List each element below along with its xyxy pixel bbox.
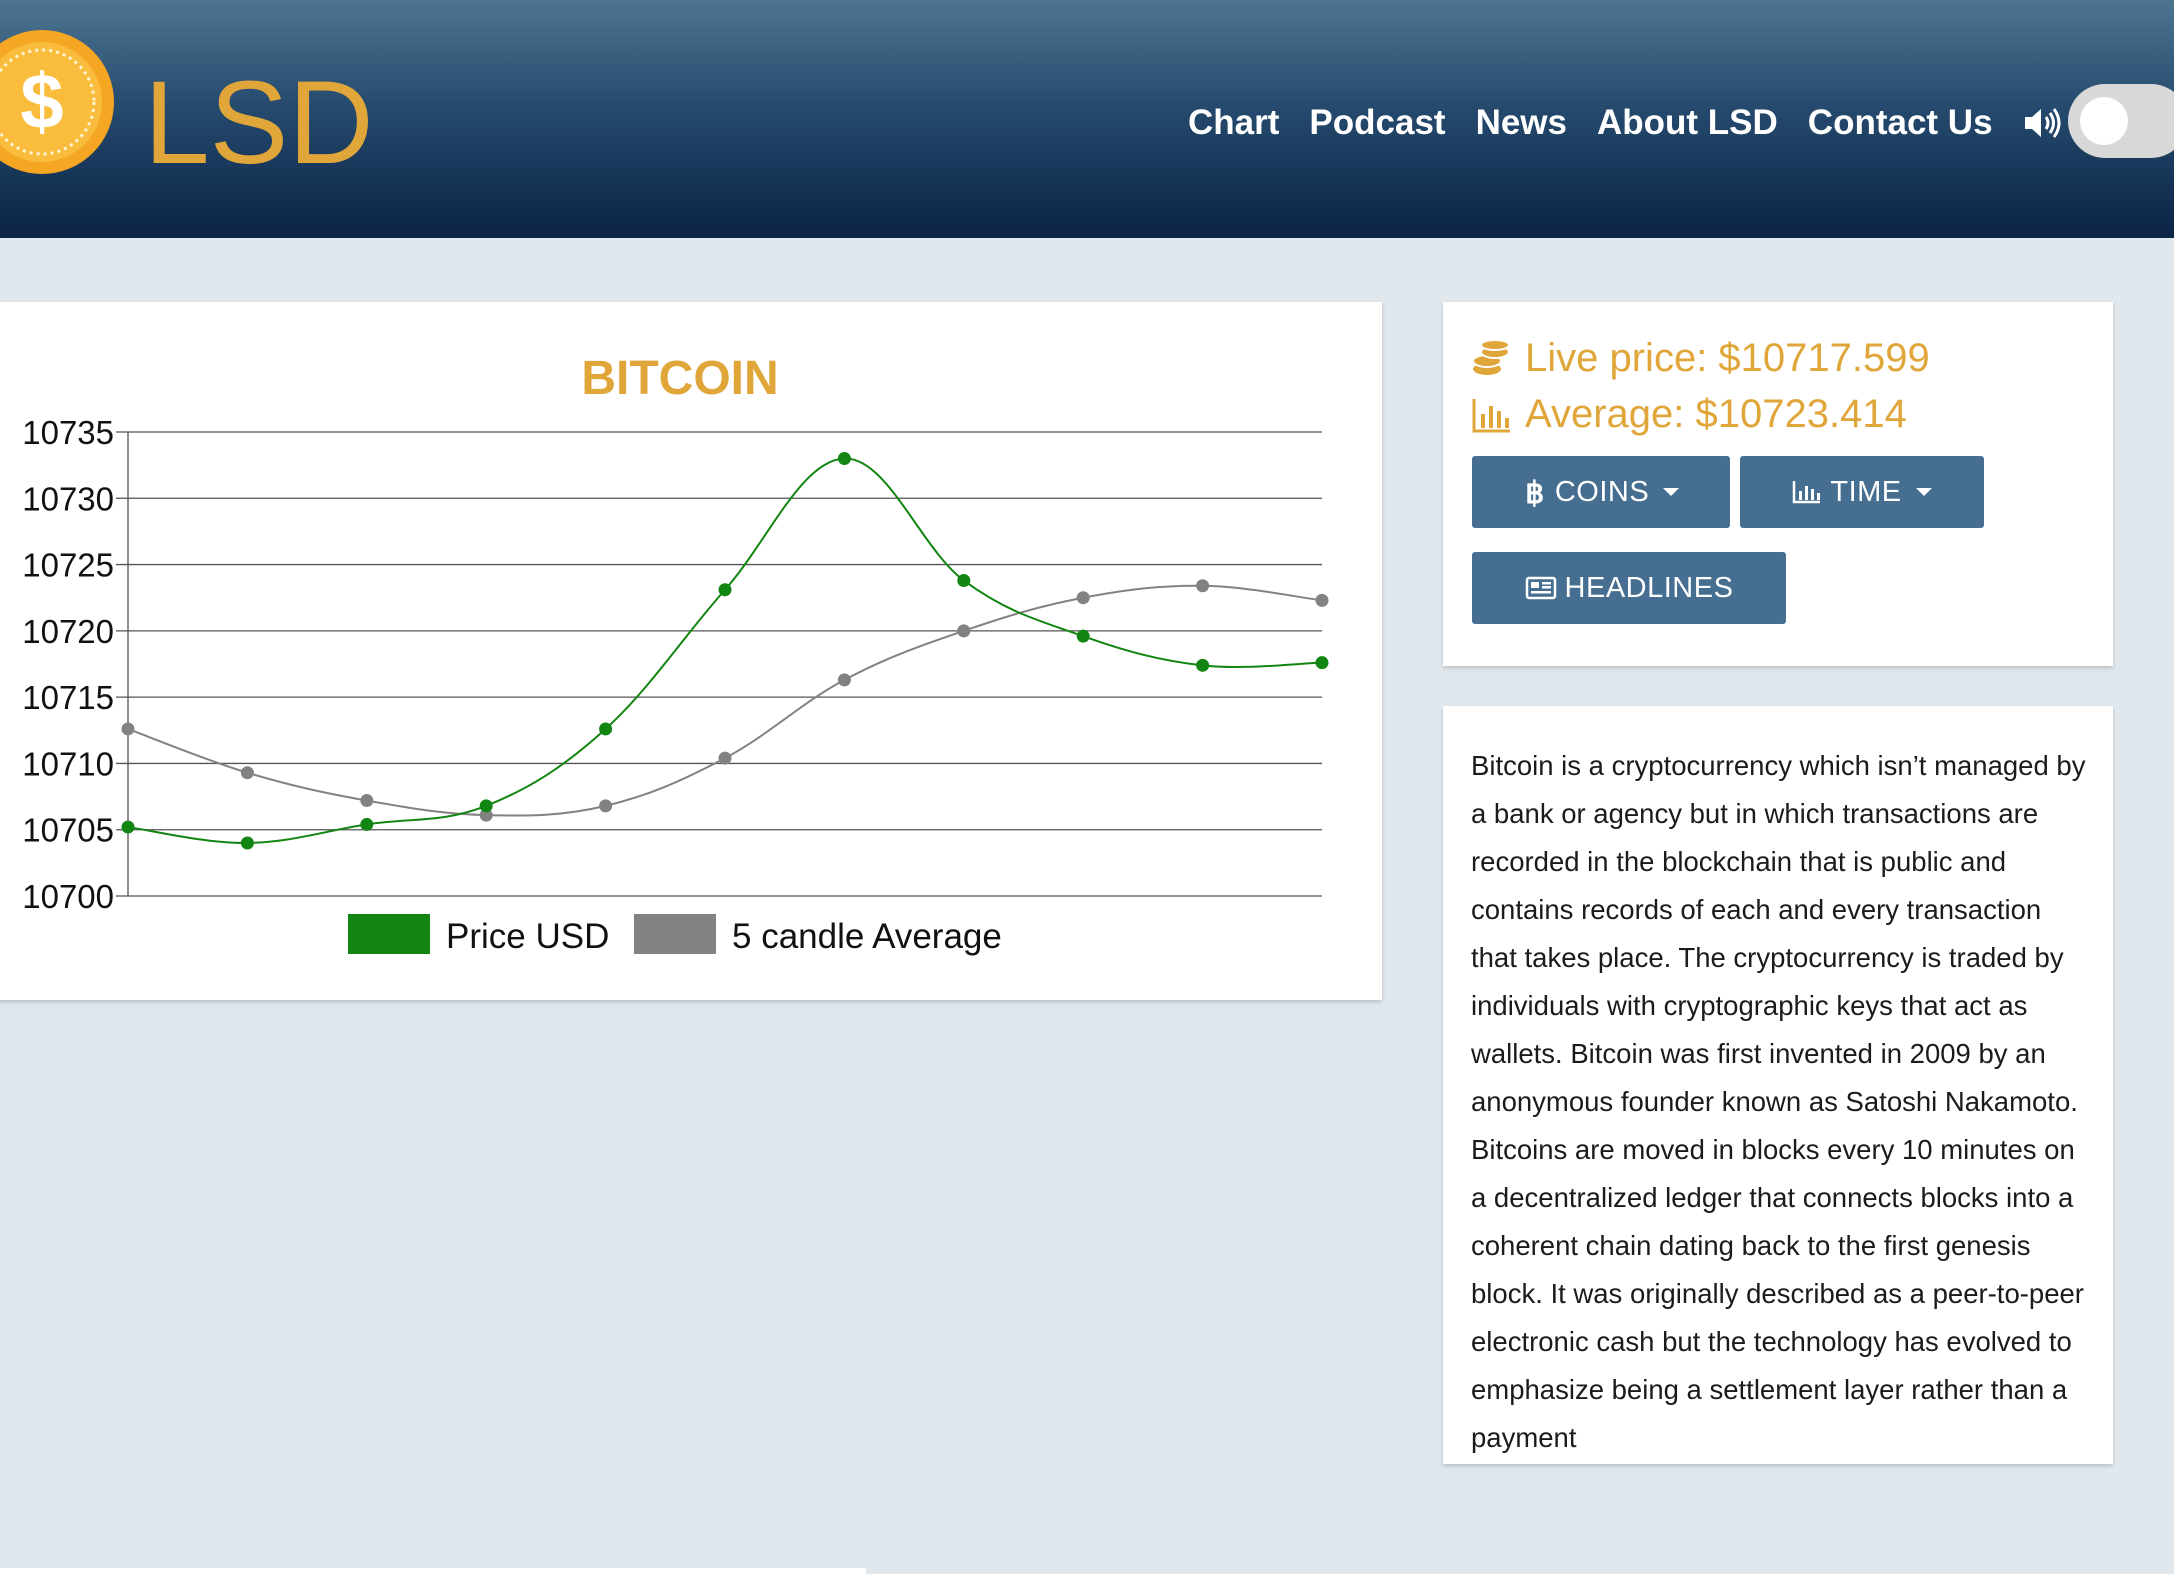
nav-chart[interactable]: Chart bbox=[1188, 103, 1280, 142]
data-point-1-6[interactable] bbox=[837, 673, 851, 687]
time-button-label: TIME bbox=[1830, 475, 1902, 508]
bitcoin-icon: ฿ bbox=[1525, 477, 1545, 507]
nav-news[interactable]: News bbox=[1475, 103, 1567, 142]
data-point-1-5[interactable] bbox=[718, 751, 732, 765]
data-point-1-10[interactable] bbox=[1315, 593, 1329, 607]
data-point-0-10[interactable] bbox=[1315, 656, 1329, 670]
live-price: Live price: $10717.599 bbox=[1525, 336, 1930, 380]
data-point-0-2[interactable] bbox=[360, 817, 374, 831]
data-point-0-1[interactable] bbox=[240, 836, 254, 850]
data-point-0-4[interactable] bbox=[599, 722, 613, 736]
coins-stack-icon bbox=[1472, 338, 1510, 375]
chevron-down-icon bbox=[1915, 488, 1932, 496]
y-tick-label: 10735 bbox=[22, 414, 114, 451]
legend-label-price[interactable]: Price USD bbox=[446, 917, 609, 956]
footer-strip bbox=[0, 1568, 866, 1574]
nav-podcast[interactable]: Podcast bbox=[1309, 103, 1446, 142]
coins-dropdown-button[interactable]: ฿ COINS bbox=[1472, 456, 1730, 528]
data-point-1-9[interactable] bbox=[1196, 579, 1210, 593]
bar-chart-icon bbox=[1793, 481, 1821, 504]
legend-swatch-price[interactable] bbox=[348, 914, 430, 954]
nav-contact[interactable]: Contact Us bbox=[1807, 103, 1993, 142]
price-chart: BITCOIN 10700 10705 10710 10715 10720 10725 10… bbox=[22, 352, 1329, 956]
headlines-button[interactable]: HEADLINES bbox=[1472, 552, 1786, 624]
bar-chart-icon bbox=[1472, 398, 1510, 432]
data-point-1-3[interactable] bbox=[479, 808, 493, 822]
chevron-down-icon bbox=[1663, 488, 1680, 496]
average-price: Average: $10723.414 bbox=[1525, 392, 1907, 436]
chart-title: BITCOIN bbox=[581, 352, 778, 405]
y-tick-label: 10700 bbox=[22, 878, 114, 915]
nav-about[interactable]: About LSD bbox=[1597, 103, 1778, 142]
headlines-button-label: HEADLINES bbox=[1564, 571, 1734, 604]
y-tick-label: 10725 bbox=[22, 547, 114, 584]
price-card: Live price: $10717.599 Average: $10723.4… bbox=[1443, 302, 2113, 666]
data-point-0-0[interactable] bbox=[121, 820, 135, 834]
y-tick-label: 10730 bbox=[22, 480, 114, 517]
average-row: Average: $10723.414 bbox=[1471, 392, 1907, 437]
svg-text:$: $ bbox=[20, 57, 63, 145]
logo-text[interactable]: LSD bbox=[144, 57, 374, 189]
y-tick-label: 10715 bbox=[22, 679, 114, 716]
coin-description: Bitcoin is a cryptocurrency which isn’t … bbox=[1471, 750, 2086, 1453]
data-point-0-6[interactable] bbox=[837, 452, 851, 466]
data-point-0-7[interactable] bbox=[957, 573, 971, 587]
legend-label-average[interactable]: 5 candle Average bbox=[732, 917, 1002, 956]
data-point-1-0[interactable] bbox=[121, 722, 135, 736]
data-point-1-7[interactable] bbox=[957, 624, 971, 638]
data-point-0-8[interactable] bbox=[1076, 629, 1090, 643]
y-tick-label: 10720 bbox=[22, 613, 114, 650]
data-point-1-8[interactable] bbox=[1076, 591, 1090, 605]
data-point-0-9[interactable] bbox=[1196, 658, 1210, 672]
series-line-0 bbox=[127, 457, 1323, 844]
data-point-1-1[interactable] bbox=[240, 766, 254, 780]
description-card: Bitcoin is a cryptocurrency which isn’t … bbox=[1443, 706, 2113, 1464]
top-header: $ LSD Chart Podcast News About LSD Conta… bbox=[0, 0, 2174, 238]
chart-card: BITCOIN 10700 10705 10710 10715 10720 10725 10… bbox=[0, 302, 1382, 1000]
y-tick-label: 10710 bbox=[22, 745, 114, 782]
main-nav: Chart Podcast News About LSD Contact Us bbox=[1188, 98, 2091, 148]
dollar-coin-icon[interactable]: $ bbox=[0, 28, 116, 176]
legend-swatch-average[interactable] bbox=[634, 914, 716, 954]
theme-toggle[interactable] bbox=[2068, 84, 2174, 158]
data-point-1-2[interactable] bbox=[360, 794, 374, 808]
live-price-row: Live price: $10717.599 bbox=[1471, 336, 1930, 381]
svg-text:฿: ฿ bbox=[1525, 477, 1545, 507]
time-dropdown-button[interactable]: TIME bbox=[1740, 456, 1984, 528]
data-point-0-3[interactable] bbox=[479, 799, 493, 813]
volume-icon[interactable] bbox=[2021, 102, 2063, 144]
y-tick-label: 10705 bbox=[22, 812, 114, 849]
newspaper-icon bbox=[1525, 576, 1556, 600]
coins-button-label: COINS bbox=[1554, 475, 1650, 508]
data-point-0-5[interactable] bbox=[718, 583, 732, 597]
series-line-1 bbox=[127, 584, 1323, 817]
toggle-knob bbox=[2080, 97, 2128, 145]
data-point-1-4[interactable] bbox=[599, 799, 613, 813]
